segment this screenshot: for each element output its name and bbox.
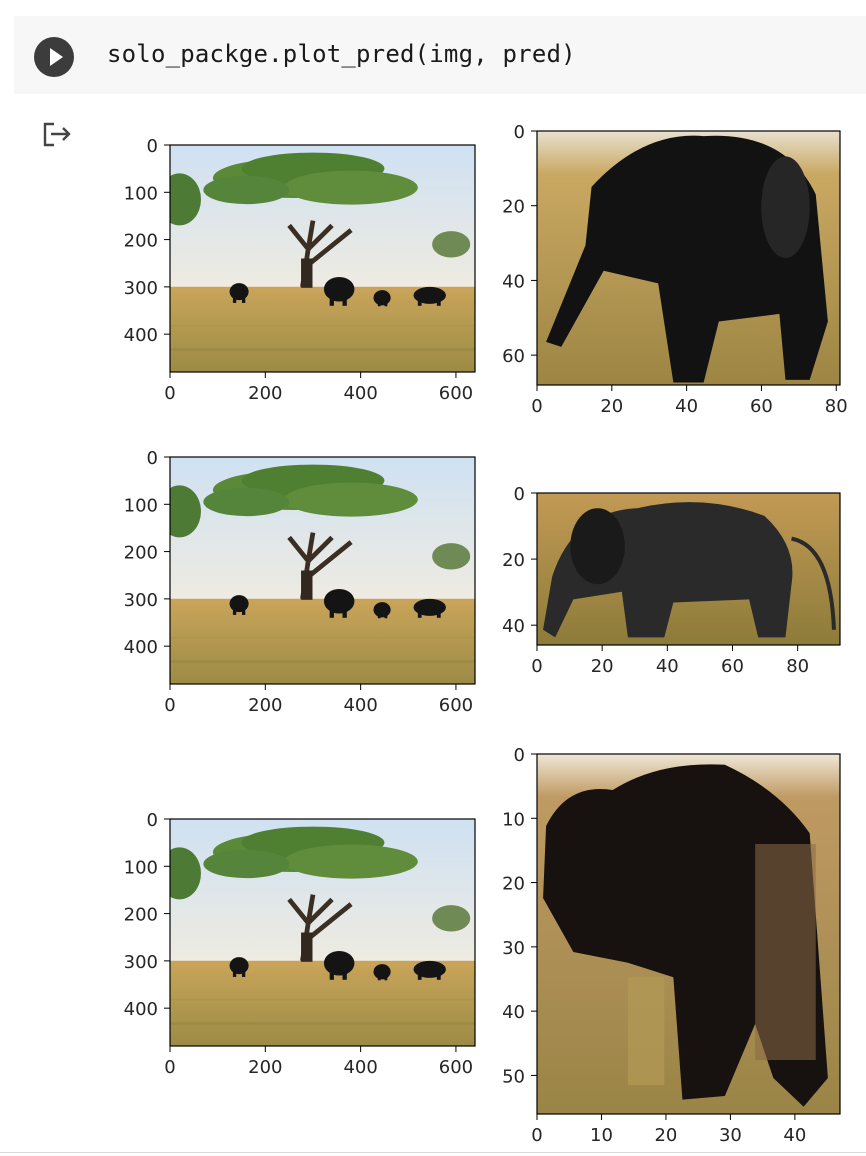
full-2-ytick-label: 200	[124, 543, 158, 564]
crop-3-ytick-label: 50	[502, 1066, 525, 1087]
crop-2-xtick-label: 20	[591, 656, 614, 677]
crop-3-ytick-label: 10	[502, 809, 525, 830]
full-2-image	[158, 457, 475, 684]
crop-3-ytick-label: 20	[502, 874, 525, 895]
full-2-ytick-label: 300	[124, 590, 158, 611]
crop-2-xtick-label: 80	[786, 656, 809, 677]
crop-3-xtick-label: 10	[590, 1125, 613, 1146]
full-1-axes-frame	[169, 144, 476, 373]
crop-2-xtick-label: 60	[721, 656, 744, 677]
full-2-xtick-label: 200	[248, 695, 282, 716]
full-3-xtick-label: 200	[248, 1057, 282, 1078]
crop-2-xtick-label: 40	[656, 656, 679, 677]
crop-1-xtick-label: 20	[600, 396, 623, 417]
full-1-ytick-label: 200	[124, 231, 158, 252]
crop-1-xtick-label: 80	[825, 396, 848, 417]
full-1-xtick-label: 200	[248, 383, 282, 404]
crop-1-xtick-label: 60	[750, 396, 773, 417]
run-cell-button[interactable]	[34, 37, 74, 77]
full-1-ytick-label: 0	[147, 136, 158, 157]
crop-1-axes-frame	[536, 130, 841, 386]
full-1-xtick-label: 0	[164, 383, 175, 404]
full-2-xtick-label: 400	[343, 695, 377, 716]
crop-3-xtick-label: 20	[654, 1125, 677, 1146]
crop-1-image	[537, 131, 840, 385]
full-3-ytick-label: 200	[124, 905, 158, 926]
crop-3-xtick-label: 0	[531, 1125, 542, 1146]
code-cell-input[interactable]	[14, 16, 866, 94]
crop-3-image	[537, 754, 840, 1114]
crop-2-ytick-label: 0	[514, 484, 525, 505]
crop-2-xtick-label: 0	[531, 656, 542, 677]
full-3-ytick-label: 0	[147, 810, 158, 831]
full-3-ytick-label: 300	[124, 952, 158, 973]
crop-1-ytick-label: 40	[502, 271, 525, 292]
crop-3-xtick-label: 40	[783, 1125, 806, 1146]
crop-3-xtick-label: 30	[719, 1125, 742, 1146]
full-3-ytick-label: 100	[124, 857, 158, 878]
full-2-ytick-label: 400	[124, 637, 158, 658]
crop-2-image	[537, 493, 840, 645]
full-2-ytick-label: 100	[124, 495, 158, 516]
full-2-axes-frame	[169, 456, 476, 685]
crop-1-ytick-label: 0	[514, 122, 525, 143]
full-2-xtick-label: 0	[164, 695, 175, 716]
output-redirect-icon[interactable]	[42, 120, 74, 152]
crop-3-ytick-label: 30	[502, 938, 525, 959]
full-1-xtick-label: 600	[439, 383, 473, 404]
crop-1-xtick-label: 0	[531, 396, 542, 417]
crop-2-ytick-label: 20	[502, 550, 525, 571]
full-2-xtick-label: 600	[439, 695, 473, 716]
full-3-ytick-label: 400	[124, 999, 158, 1020]
crop-3-axes-frame	[536, 753, 841, 1115]
crop-3-ytick-label: 40	[502, 1002, 525, 1023]
cell-divider	[0, 1152, 866, 1153]
crop-2-axes-frame	[536, 492, 841, 646]
full-2-ytick-label: 0	[147, 448, 158, 469]
full-1-ytick-label: 300	[124, 278, 158, 299]
full-3-xtick-label: 400	[343, 1057, 377, 1078]
crop-1-ytick-label: 20	[502, 197, 525, 218]
full-1-ytick-label: 400	[124, 325, 158, 346]
full-3-xtick-label: 0	[164, 1057, 175, 1078]
crop-3-ytick-label: 0	[514, 745, 525, 766]
play-icon	[50, 48, 63, 66]
code-line[interactable]: solo_packge.plot_pred(img, pred)	[107, 40, 576, 68]
crop-2-ytick-label: 40	[502, 616, 525, 637]
full-1-xtick-label: 400	[343, 383, 377, 404]
full-3-xtick-label: 600	[439, 1057, 473, 1078]
full-3-image	[158, 819, 475, 1046]
crop-1-ytick-label: 60	[502, 346, 525, 367]
crop-1-xtick-label: 40	[675, 396, 698, 417]
full-1-image	[158, 145, 475, 372]
full-1-ytick-label: 100	[124, 183, 158, 204]
full-3-axes-frame	[169, 818, 476, 1047]
